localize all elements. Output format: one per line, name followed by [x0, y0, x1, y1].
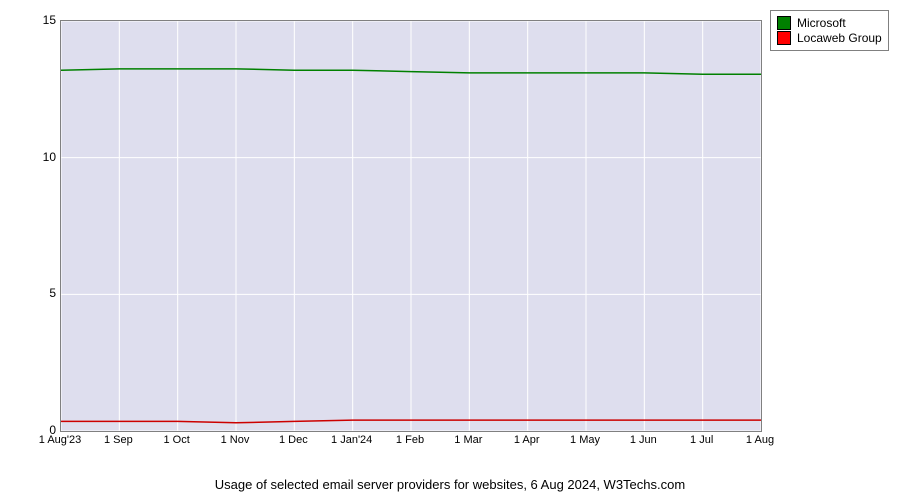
legend-label: Locaweb Group [797, 31, 882, 45]
x-tick-label: 1 Jul [690, 434, 713, 446]
x-tick-label: 1 Aug [746, 434, 774, 446]
legend-item: Microsoft [777, 16, 882, 30]
x-tick-label: 1 Jun [630, 434, 657, 446]
chart-container: 051015 1 Aug'231 Sep1 Oct1 Nov1 Dec1 Jan… [30, 10, 760, 450]
legend-swatch [777, 16, 791, 30]
plot-area [60, 20, 762, 432]
x-tick-label: 1 Sep [104, 434, 133, 446]
legend: MicrosoftLocaweb Group [770, 10, 889, 51]
y-tick-label: 15 [43, 13, 56, 27]
plot-svg [61, 21, 761, 431]
y-tick-label: 5 [49, 286, 56, 300]
x-tick-label: 1 Mar [454, 434, 482, 446]
x-tick-label: 1 Aug'23 [39, 434, 81, 446]
y-tick-label: 10 [43, 150, 56, 164]
x-tick-label: 1 Feb [396, 434, 424, 446]
x-tick-label: 1 May [570, 434, 600, 446]
x-tick-label: 1 Apr [514, 434, 540, 446]
x-tick-label: 1 Nov [221, 434, 250, 446]
x-tick-label: 1 Jan'24 [331, 434, 372, 446]
legend-item: Locaweb Group [777, 31, 882, 45]
chart-caption: Usage of selected email server providers… [0, 477, 900, 492]
legend-label: Microsoft [797, 16, 846, 30]
legend-swatch [777, 31, 791, 45]
x-tick-label: 1 Oct [164, 434, 190, 446]
x-tick-label: 1 Dec [279, 434, 308, 446]
